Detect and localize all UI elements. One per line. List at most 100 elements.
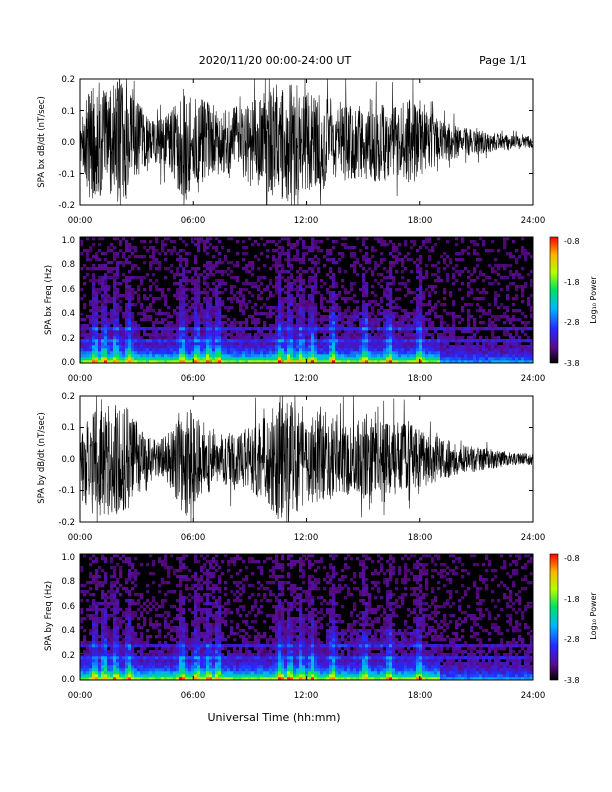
panel-bx-spectrogram-cell xyxy=(386,312,390,316)
panel-bx-spectrogram-cell xyxy=(155,240,159,244)
panel-bx-spectrogram-cell xyxy=(419,297,423,301)
panel-bx-spectrogram-cell xyxy=(371,300,375,304)
panel-bx-spectrogram-cell xyxy=(167,306,171,310)
panel-bx-spectrogram-cell xyxy=(191,336,195,340)
panel-bx-spectrogram-cell xyxy=(434,285,438,289)
panel-bx-spectrogram-cell xyxy=(521,252,525,256)
panel-by-spectrogram-cell xyxy=(152,560,156,564)
panel-bx-spectrogram-cell xyxy=(290,258,294,262)
panel-bx-spectrogram-cell xyxy=(254,339,258,343)
panel-bx-spectrogram-cell xyxy=(83,249,87,253)
panel-bx-spectrogram-cell xyxy=(302,279,306,283)
panel-bx-spectrogram-cell xyxy=(203,276,207,280)
panel-bx-spectrogram-cell xyxy=(452,318,456,322)
panel-bx-spectrogram-cell xyxy=(395,324,399,328)
panel-bx-spectrogram-cell xyxy=(311,357,315,361)
panel-bx-spectrogram-cell xyxy=(158,309,162,313)
panel-bx-spectrogram-cell xyxy=(413,336,417,340)
panel-bx-spectrogram-cell xyxy=(299,348,303,352)
panel-bx-spectrogram-cell xyxy=(485,276,489,280)
panel-by-spectrogram-cell xyxy=(95,662,99,666)
panel-by-spectrogram-cell xyxy=(179,578,183,582)
panel-by-spectrogram-cell xyxy=(155,668,159,672)
panel-bx-spectrogram-cell xyxy=(329,336,333,340)
panel-bx-spectrogram-cell xyxy=(488,282,492,286)
panel-bx-spectrogram-cell xyxy=(146,345,150,349)
panel-bx-spectrogram-cell xyxy=(308,258,312,262)
panel-by-spectrogram-cell xyxy=(89,677,93,681)
panel-bx-spectrogram-cell xyxy=(407,279,411,283)
panel-bx-spectrogram-cell xyxy=(530,306,534,310)
panel-bx-spectrogram-cell xyxy=(455,264,459,268)
panel-bx-spectrogram-cell xyxy=(278,303,282,307)
panel-bx-spectrogram-cell xyxy=(425,351,429,355)
panel-by-spectrogram-cell xyxy=(197,641,201,645)
panel-by-spectrogram-cell xyxy=(134,602,138,606)
panel-by-spectrogram-cell xyxy=(179,647,183,651)
panel-bx-spectrogram-cell xyxy=(368,267,372,271)
panel-by-spectrogram-cell xyxy=(89,593,93,597)
panel-by-spectrogram-cell xyxy=(161,560,165,564)
panel-bx-spectrogram-cell xyxy=(422,243,426,247)
panel-bx-spectrogram-cell xyxy=(383,354,387,358)
panel-by-spectrogram-cell xyxy=(185,659,189,663)
panel-bx-spectrogram-cell xyxy=(185,279,189,283)
panel-bx-spectrogram-cell xyxy=(413,333,417,337)
panel-bx-spectrogram-cell xyxy=(467,360,471,364)
panel-bx-spectrogram-cell xyxy=(185,351,189,355)
panel-bx-spectrogram-cell xyxy=(251,360,255,364)
panel-bx-spectrogram-cell xyxy=(386,294,390,298)
panel-bx-spectrogram-cell xyxy=(362,342,366,346)
panel-bx-spectrogram-cell xyxy=(284,306,288,310)
panel-by-spectrogram-cell xyxy=(155,665,159,669)
panel-bx-spectrogram-cell xyxy=(308,282,312,286)
panel-bx-spectrogram-cell xyxy=(116,252,120,256)
panel-bx-colorbar-tick-label: -3.8 xyxy=(564,359,580,368)
panel-bx-spectrogram-cell xyxy=(215,330,219,334)
panel-bx-spectrogram-cell xyxy=(434,345,438,349)
panel-bx-spectrogram-cell xyxy=(266,345,270,349)
panel-bx-spectrogram-cell xyxy=(395,297,399,301)
panel-bx-spectrogram-cell xyxy=(467,351,471,355)
panel-bx-spectrogram-cell xyxy=(254,282,258,286)
panel-by-spectrogram-cell xyxy=(92,617,96,621)
panel-bx-spectrogram-cell xyxy=(275,348,279,352)
panel-bx-spectrogram-cell xyxy=(377,354,381,358)
panel-bx-spectrogram-cell xyxy=(404,318,408,322)
panel-bx-spectrogram-cell xyxy=(302,354,306,358)
panel-by-spectrogram-cell xyxy=(200,566,204,570)
panel-bx-spectrogram-cell xyxy=(419,330,423,334)
panel-bx-spectrogram-cell xyxy=(86,357,90,361)
panel-bx-spectrogram-cell xyxy=(209,339,213,343)
panel-bx-spectrogram-cell xyxy=(131,237,135,241)
panel-by-spectrogram-cell xyxy=(164,623,168,627)
panel-bx-spectrogram-cell xyxy=(512,354,516,358)
panel-bx-spectrogram-cell xyxy=(362,345,366,349)
panel-by-spectrogram-cell xyxy=(200,617,204,621)
panel-bx-spectrogram-cell xyxy=(173,360,177,364)
panel-bx-spectrogram-cell xyxy=(140,339,144,343)
panel-bx-spectrogram-cell xyxy=(146,318,150,322)
panel-by-spectrogram-cell xyxy=(200,578,204,582)
panel-bx-spectrogram-cell xyxy=(515,294,519,298)
panel-bx-spectrogram-cell xyxy=(98,282,102,286)
panel-bx-spectrogram-cell xyxy=(95,267,99,271)
panel-bx-spectrogram-cell xyxy=(479,321,483,325)
panel-bx-spectrogram-cell xyxy=(380,300,384,304)
panel-by-spectrogram-cell xyxy=(110,671,114,675)
panel-bx-spectrogram-cell xyxy=(113,348,117,352)
panel-bx-spectrogram-cell xyxy=(470,327,474,331)
panel-by-spectrogram-cell xyxy=(176,677,180,681)
panel-bx-spectrogram-cell xyxy=(161,348,165,352)
panel-bx-spectrogram-cell xyxy=(245,279,249,283)
panel-bx-spectrogram-cell xyxy=(329,330,333,334)
panel-by-spectrogram-cell xyxy=(128,590,132,594)
panel-bx-spectrogram-cell xyxy=(233,348,237,352)
panel-bx-spectrogram-cell xyxy=(296,240,300,244)
panel-bx-spectrogram-cell xyxy=(317,330,321,334)
panel-by-spectrogram-cell xyxy=(194,590,198,594)
panel-by-spectrogram-cell xyxy=(83,668,87,672)
panel-bx-spectrogram-cell xyxy=(443,357,447,361)
panel-by-spectrogram-cell xyxy=(167,671,171,675)
panel-bx-spectrogram-cell xyxy=(83,360,87,364)
